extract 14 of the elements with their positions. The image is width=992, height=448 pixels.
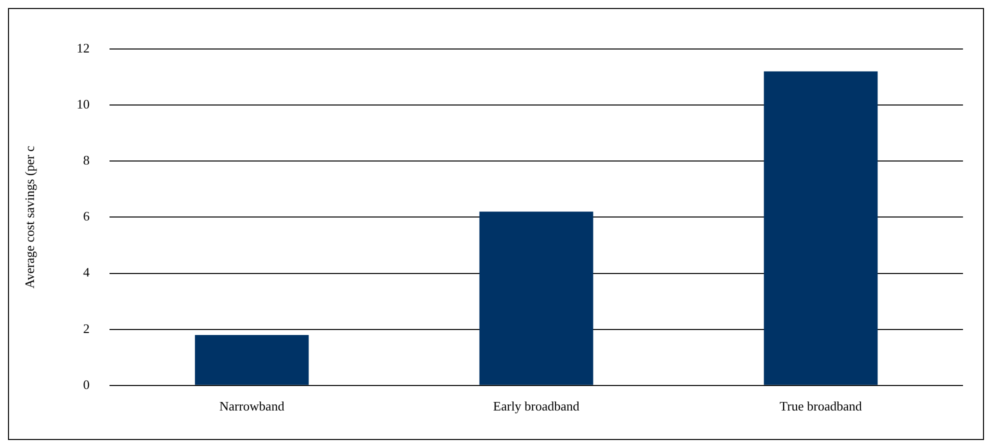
x-tick-label: True broadband: [780, 398, 862, 414]
bar: [194, 334, 309, 385]
y-tick-label: 10: [76, 96, 90, 112]
y-tick-label: 4: [83, 264, 90, 280]
y-tick-label: 6: [83, 208, 90, 224]
y-tick-label: 12: [76, 40, 90, 56]
bar: [764, 71, 878, 385]
y-tick-label: 8: [83, 152, 90, 168]
x-tick-label: Narrowband: [219, 398, 285, 414]
bar: [479, 212, 594, 385]
y-tick-label: 2: [83, 320, 90, 336]
y-axis-title: Average cost savings (per c: [22, 146, 38, 289]
x-tick-label: Early broadband: [493, 398, 580, 414]
y-tick-label: 0: [83, 376, 90, 392]
